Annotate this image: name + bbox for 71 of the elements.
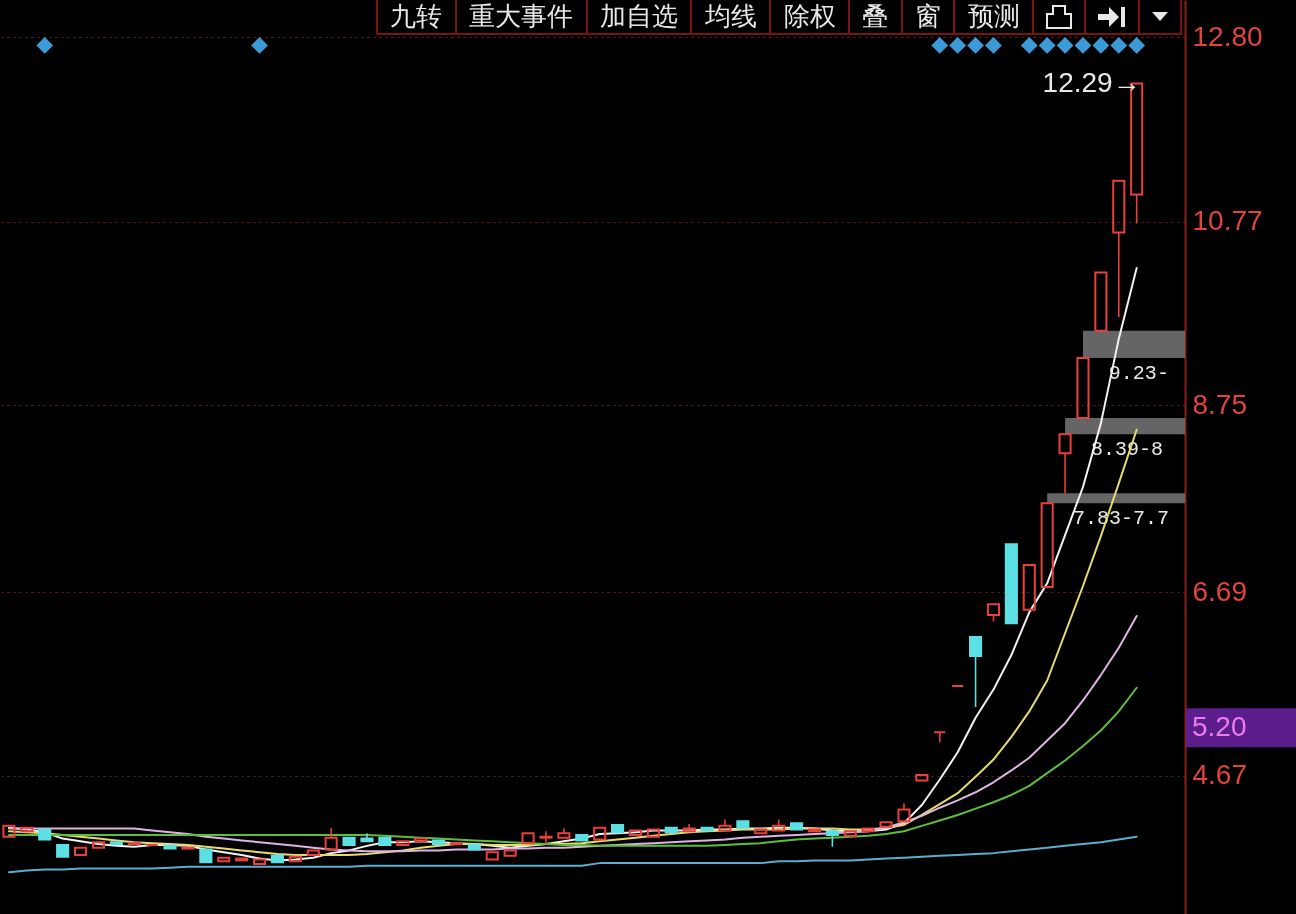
candlestick <box>270 854 284 864</box>
annotation: 预测 <box>955 0 1035 33</box>
candlestick <box>342 836 356 846</box>
annotation: 九转 <box>378 0 457 33</box>
y-tick-label: 4.67 <box>1192 759 1247 791</box>
candlestick <box>1004 543 1018 625</box>
candlestick <box>414 837 428 843</box>
annotation: 叠 <box>849 0 903 33</box>
candlestick <box>360 832 374 843</box>
candlestick <box>449 842 464 846</box>
candlestick <box>933 731 947 744</box>
candlestick <box>628 829 643 836</box>
candlestick <box>20 826 34 833</box>
candlestick <box>1022 564 1036 611</box>
candlestick <box>879 821 893 828</box>
candlestick <box>646 828 660 838</box>
candlestick <box>306 849 320 856</box>
candlestick <box>664 826 678 834</box>
candlestick <box>432 839 446 846</box>
candlestick <box>1094 271 1108 332</box>
candlestick <box>503 849 517 857</box>
candlestick <box>754 828 768 835</box>
candlestick <box>288 855 302 863</box>
candlestick <box>467 843 481 851</box>
candlestick <box>1058 433 1072 495</box>
candlestick <box>235 857 249 862</box>
annotation: 窗 <box>902 0 956 33</box>
candlestick <box>163 844 177 850</box>
candlestick <box>2 824 16 838</box>
y-tick-label: 12.80 <box>1192 20 1263 52</box>
candlestick <box>593 826 607 841</box>
candlestick <box>199 848 213 864</box>
candlestick <box>1076 356 1090 419</box>
y-tick-label: 6.69 <box>1192 575 1247 607</box>
candlestick <box>485 851 499 861</box>
annotation: 除权 <box>771 0 850 33</box>
candlestick <box>38 828 52 841</box>
candlestick <box>915 773 929 782</box>
candlestick <box>682 823 696 833</box>
candlestick <box>396 840 410 846</box>
candlestick <box>91 841 105 849</box>
candlestick <box>700 826 714 832</box>
annotation: 重大事件 <box>456 0 588 33</box>
y-tick-label: 10.77 <box>1192 205 1263 237</box>
text: 5.20 <box>1192 710 1247 742</box>
candlestick <box>539 830 553 845</box>
candlestick <box>217 856 231 863</box>
line-series <box>7 615 1138 853</box>
annotation: 均线 <box>692 0 772 33</box>
candlestick <box>56 843 70 858</box>
candlestick <box>324 826 338 851</box>
candlestick <box>1040 502 1054 588</box>
candlestick <box>969 635 983 708</box>
candlestick <box>181 846 195 850</box>
y-tick-label: 8.75 <box>1192 388 1247 420</box>
line-series <box>7 835 1138 874</box>
candlestick <box>378 836 392 846</box>
candlestick <box>718 818 732 832</box>
candlestick <box>1112 179 1126 318</box>
candlestick <box>736 820 750 829</box>
candlestick <box>575 833 589 842</box>
candlestick <box>807 828 822 833</box>
annotation: 加自选 <box>587 0 693 33</box>
candlestick <box>74 846 88 856</box>
candlestick <box>897 802 911 823</box>
candlestick <box>253 858 267 866</box>
candlestick <box>843 830 857 837</box>
candlestick <box>611 823 625 834</box>
annotation: 12.29→ <box>1042 66 1141 98</box>
candlestick <box>951 684 965 687</box>
candlestick <box>861 827 875 833</box>
